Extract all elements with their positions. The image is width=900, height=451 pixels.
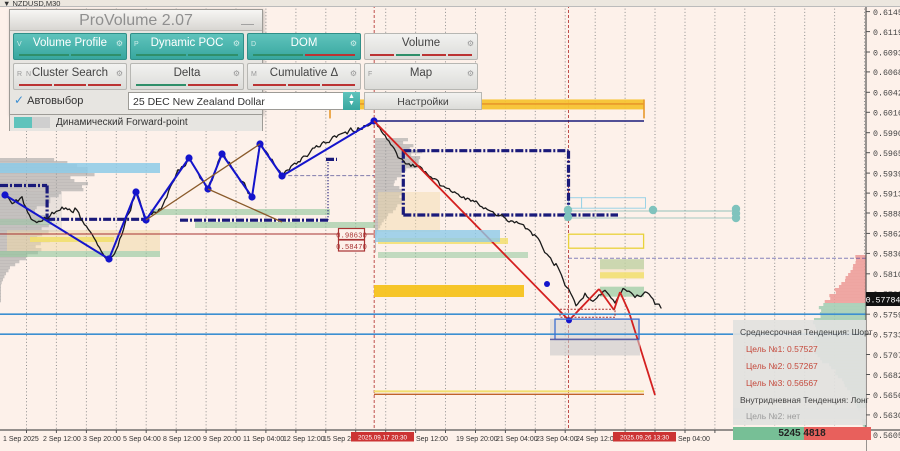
svg-text:0.60165: 0.60165 [873,110,900,119]
svg-text:Sep 04:00: Sep 04:00 [678,436,710,443]
svg-text:0.57590: 0.57590 [873,312,900,321]
svg-text:5 Sep 04:00: 5 Sep 04:00 [123,436,161,443]
svg-text:0.61195: 0.61195 [873,29,900,38]
svg-text:0.56820: 0.56820 [873,372,900,381]
svg-text:9 Sep 20:00: 9 Sep 20:00 [203,436,241,443]
svg-text:2025.09.26 13:30: 2025.09.26 13:30 [620,435,670,442]
svg-text:0.59905: 0.59905 [873,130,900,139]
svg-text:0.58365: 0.58365 [873,251,900,260]
svg-text:0.59650: 0.59650 [873,150,900,159]
svg-text:0.56305: 0.56305 [873,412,900,421]
svg-text:0.58620: 0.58620 [873,231,900,240]
svg-text:0.59390: 0.59390 [873,170,900,179]
svg-text:11 Sep 04:00: 11 Sep 04:00 [243,436,284,443]
svg-text:1 Sep 2025: 1 Sep 2025 [3,436,39,443]
svg-text:0.57335: 0.57335 [873,332,900,341]
svg-text:0.58105: 0.58105 [873,271,900,280]
svg-text:0.60935: 0.60935 [873,49,900,58]
svg-text:0.60420: 0.60420 [873,90,900,99]
svg-text:0.56565: 0.56565 [873,392,900,401]
svg-text:0.59135: 0.59135 [873,190,900,199]
svg-text:0.60680: 0.60680 [873,69,900,78]
svg-text:0.56050: 0.56050 [873,432,900,441]
svg-text:8 Sep 12:00: 8 Sep 12:00 [163,436,201,443]
svg-text:0.98630: 0.98630 [336,232,367,240]
svg-text:0.57075: 0.57075 [873,352,900,361]
svg-text:0.61450: 0.61450 [873,9,900,18]
svg-text:0.57784: 0.57784 [866,296,900,305]
svg-text:23 Sep 04:00: 23 Sep 04:00 [536,436,578,443]
svg-text:2025.09.17 20:30: 2025.09.17 20:30 [358,435,408,442]
svg-text:0.58880: 0.58880 [873,210,900,219]
svg-text:12 Sep 12:00: 12 Sep 12:00 [283,436,325,443]
svg-text:3 Sep 20:00: 3 Sep 20:00 [83,436,121,443]
svg-text:24 Sep 12:00: 24 Sep 12:00 [576,436,618,443]
svg-text:19 Sep 20:00: 19 Sep 20:00 [456,436,498,443]
svg-text:Sep 12:00: Sep 12:00 [416,436,448,443]
svg-text:21 Sep 04:00: 21 Sep 04:00 [496,436,538,443]
svg-text:2 Sep 12:00: 2 Sep 12:00 [43,436,81,443]
svg-text:0.58470: 0.58470 [336,244,367,252]
